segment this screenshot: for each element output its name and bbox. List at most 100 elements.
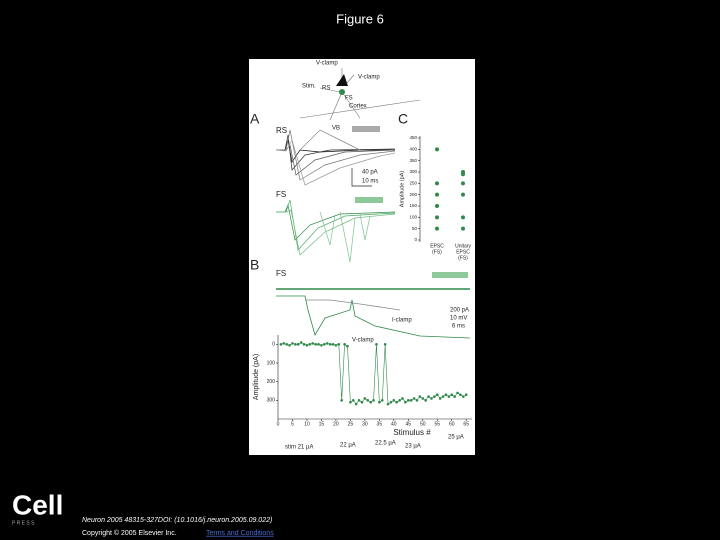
y-tick-label: 150	[409, 203, 417, 208]
data-point	[409, 399, 413, 402]
x-tick-label: 65	[463, 421, 469, 427]
x-tick-label: 40	[391, 421, 397, 427]
trace-label: RS	[276, 126, 287, 135]
data-point	[435, 215, 439, 220]
data-point	[288, 343, 291, 347]
data-point	[435, 181, 439, 186]
data-point	[435, 226, 439, 231]
data-point	[398, 399, 401, 402]
data-point	[435, 393, 439, 397]
y-tick-label: 0	[272, 342, 275, 348]
stim-bar	[432, 272, 468, 278]
y-tick-label: 300	[267, 398, 276, 404]
data-point	[415, 399, 419, 402]
annotation: 23 µA	[405, 444, 421, 450]
data-point	[343, 343, 346, 346]
terms-link[interactable]: Terms and Conditions	[206, 530, 274, 537]
data-point	[349, 400, 352, 404]
data-point	[456, 391, 459, 395]
y-axis-label: Amplitude (pA)	[399, 171, 405, 208]
scale-label: 40 pA	[362, 170, 378, 176]
y-tick-label: 0	[414, 237, 417, 242]
x-tick-label: 30	[362, 421, 368, 427]
schematic-label: Stim.	[302, 84, 316, 90]
annotation: 22.5 µA	[375, 441, 396, 447]
scale-label: 10 ms	[362, 179, 378, 185]
scale-label: 10 mV	[450, 316, 467, 322]
trace-label: I-clamp	[392, 318, 412, 324]
data-point	[311, 342, 315, 345]
data-point	[346, 344, 349, 348]
x-tick-label: 45	[406, 421, 412, 427]
data-point	[285, 343, 288, 346]
data-point	[461, 181, 465, 186]
x-tick-label: EPSC	[430, 243, 444, 249]
x-axis-label: Stimulus #	[393, 428, 431, 437]
slide-title: Figure 6	[336, 11, 384, 26]
data-point	[380, 399, 384, 402]
x-tick-label: (FS)	[458, 255, 468, 261]
data-point	[438, 397, 442, 400]
y-tick-label: 100	[267, 360, 276, 366]
data-point	[389, 400, 393, 404]
stim-bar	[355, 197, 383, 203]
data-point	[450, 393, 454, 397]
y-tick-label: 200	[267, 379, 276, 385]
y-tick-label: 250	[409, 181, 417, 186]
annotation: stim 21 µA	[285, 445, 313, 451]
y-tick-label: 100	[409, 215, 417, 220]
data-point	[435, 204, 439, 208]
data-point	[435, 147, 439, 152]
data-point	[302, 343, 306, 346]
data-point	[317, 343, 320, 346]
data-point	[424, 399, 427, 402]
trace-label: V-clamp	[352, 338, 374, 344]
y-tick-label: 450	[409, 135, 417, 140]
schematic	[299, 68, 421, 121]
rs-traces	[275, 129, 396, 186]
schematic-label: V-clamp	[358, 75, 380, 81]
data-point	[406, 399, 410, 402]
panel-label: A	[250, 111, 260, 127]
schematic-label: VB	[332, 126, 340, 132]
x-tick-label: 15	[319, 421, 325, 427]
data-point	[351, 399, 355, 402]
data-point	[462, 395, 465, 398]
data-point	[418, 395, 422, 398]
data-point	[383, 343, 387, 346]
data-point	[461, 215, 465, 220]
fs-traces	[276, 288, 471, 339]
data-point	[323, 343, 326, 346]
data-point	[395, 400, 399, 404]
y-tick-label: 50	[412, 226, 418, 231]
data-point	[461, 226, 465, 231]
data-point	[392, 399, 396, 402]
panel-label: C	[398, 111, 408, 127]
data-point	[375, 343, 378, 346]
data-point	[386, 402, 390, 406]
schematic-label: FS	[345, 96, 353, 102]
data-point	[279, 343, 283, 346]
data-point	[369, 400, 372, 404]
data-point	[294, 343, 297, 346]
x-tick-label: 20	[333, 421, 339, 427]
data-point	[360, 400, 364, 404]
data-point	[427, 395, 430, 398]
data-point	[421, 397, 425, 400]
data-point	[401, 397, 404, 400]
data-point	[461, 172, 465, 177]
x-tick-label: 10	[304, 421, 310, 427]
x-tick-label: Unitary	[455, 243, 471, 249]
data-point	[447, 395, 451, 398]
trace-label: FS	[276, 190, 286, 199]
data-point	[459, 393, 462, 397]
data-point	[354, 402, 358, 406]
data-point	[363, 397, 367, 400]
data-point	[444, 393, 448, 397]
data-point	[328, 343, 332, 346]
schematic-label: RS	[322, 86, 330, 92]
x-tick-label: 35	[377, 421, 383, 427]
data-point	[314, 343, 317, 346]
data-point	[378, 400, 381, 404]
